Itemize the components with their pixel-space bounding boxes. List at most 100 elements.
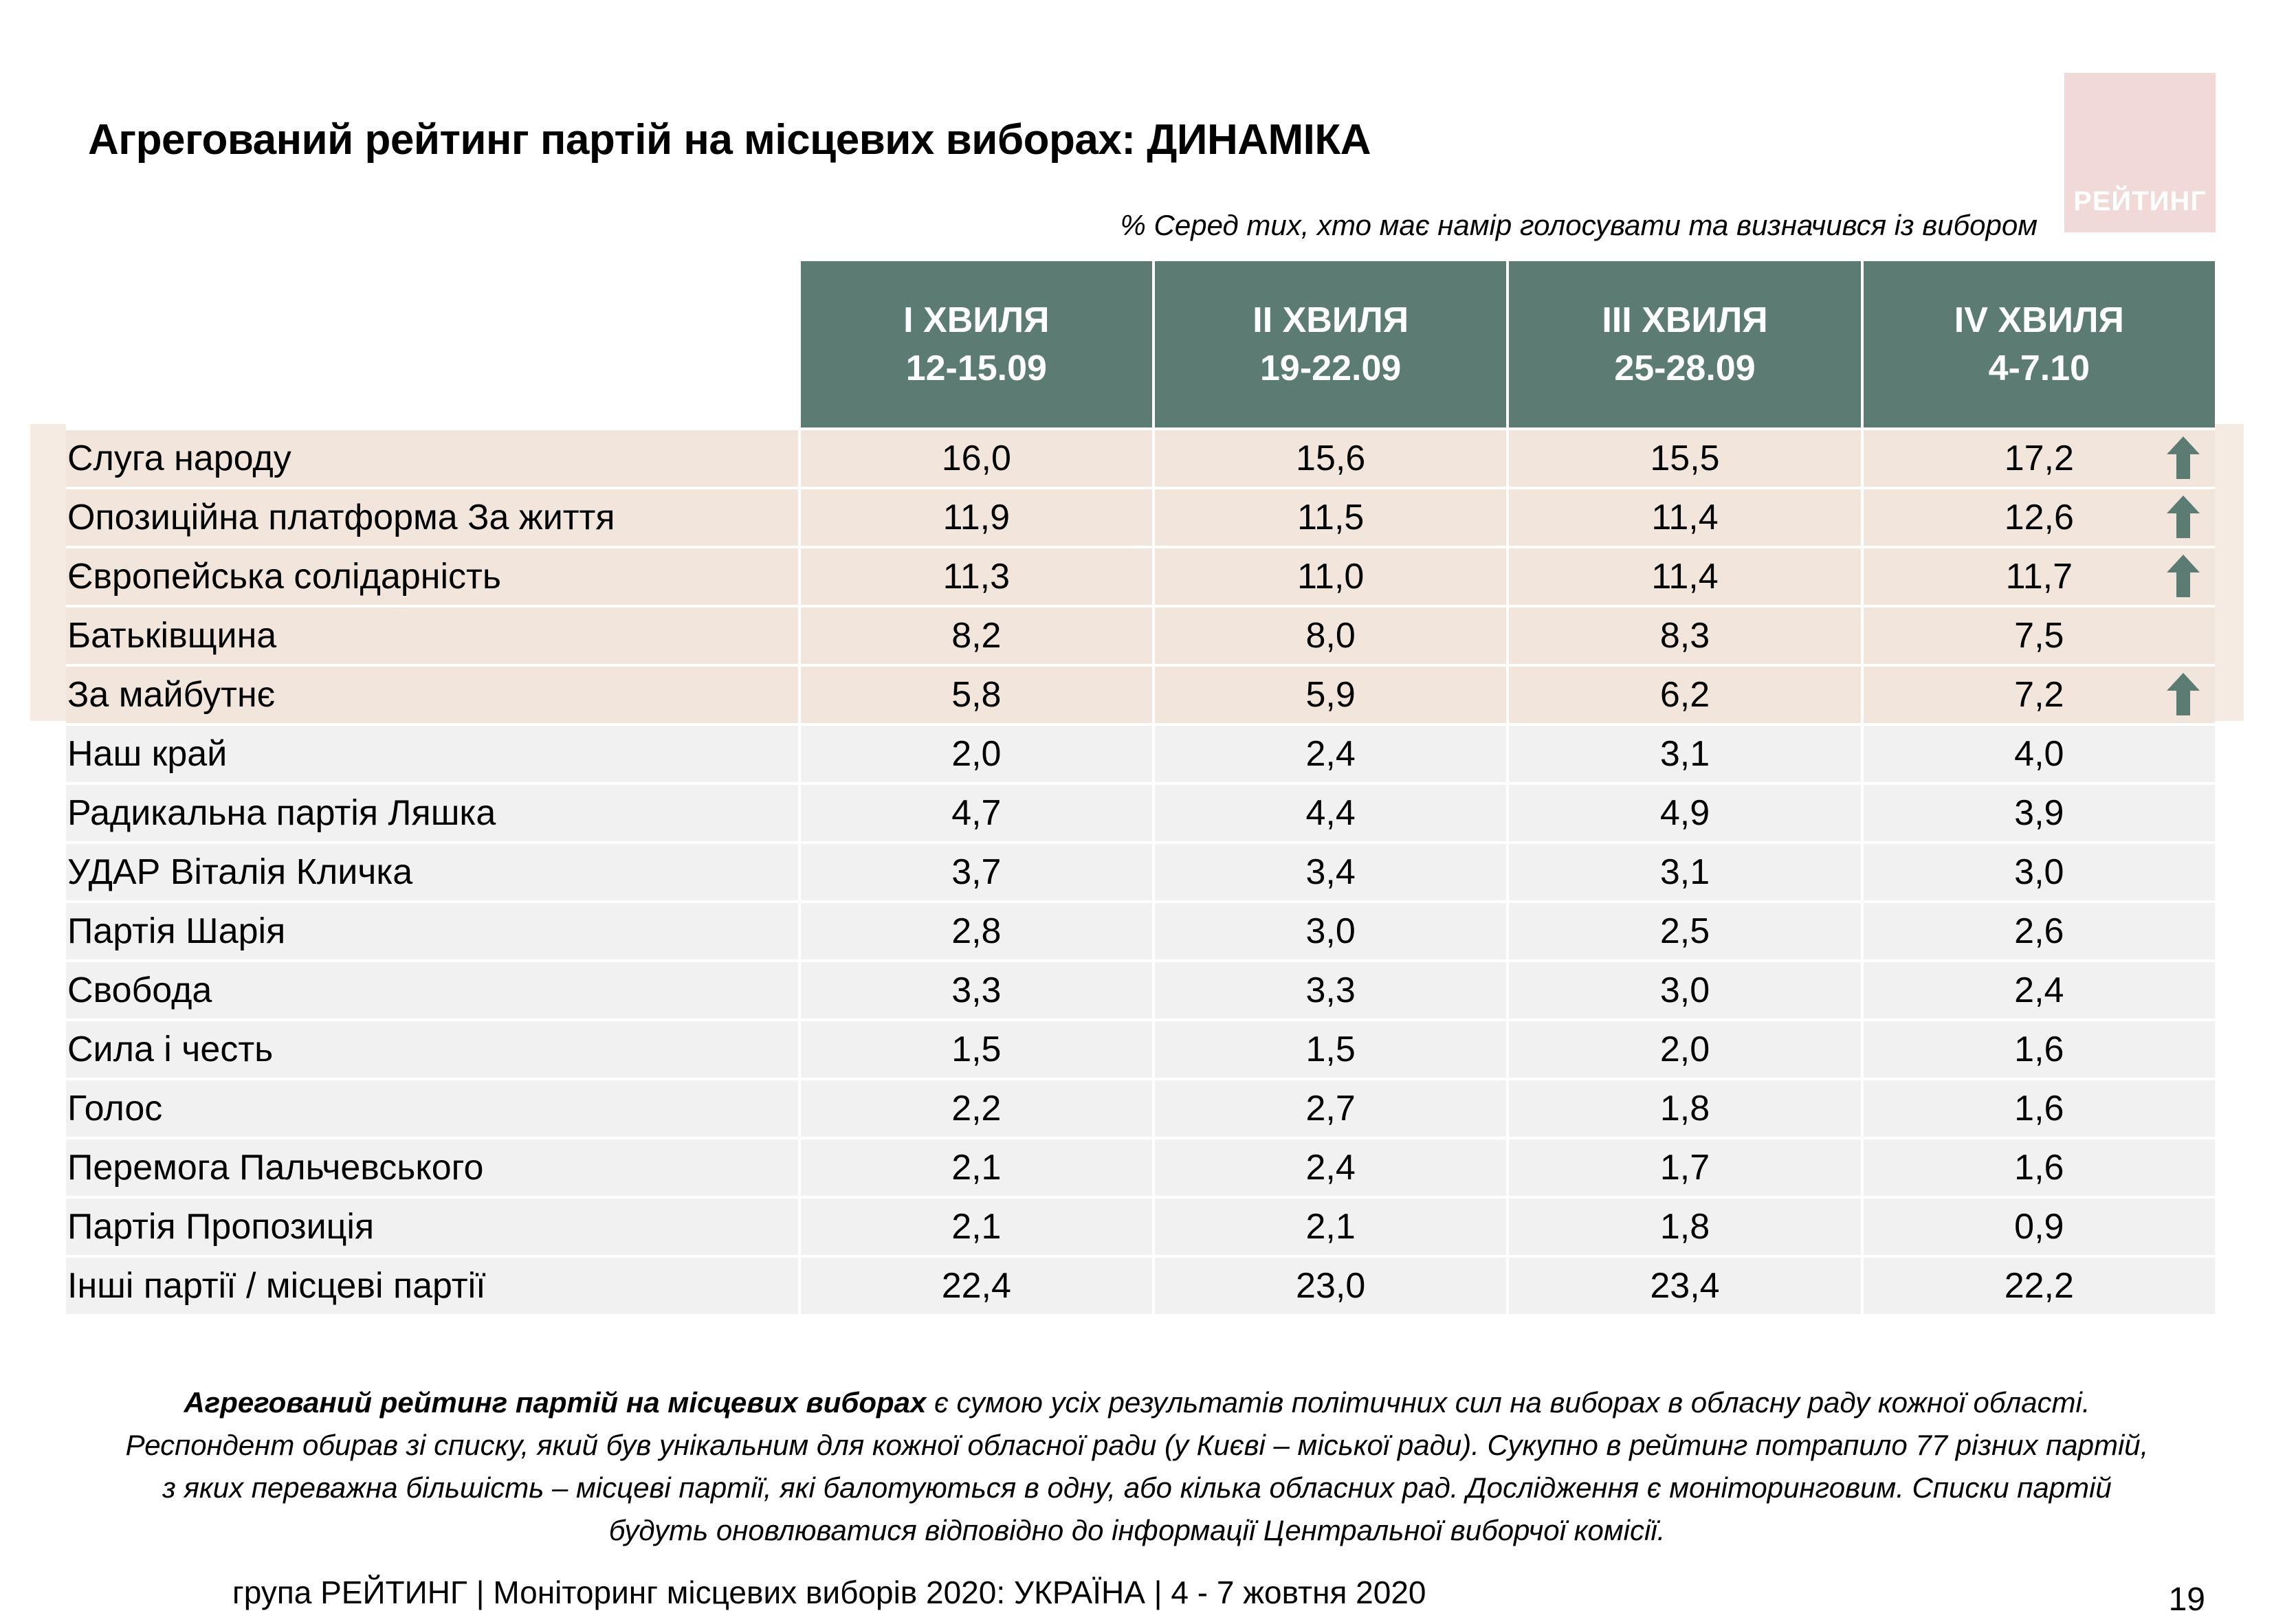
value-text: 3,9	[2014, 793, 2064, 833]
wave-2-value: 3,4	[1152, 841, 1507, 900]
party-name: Партія Шарія	[66, 900, 798, 959]
wave-2-value: 2,4	[1152, 1137, 1507, 1196]
table-row: Інші партії / місцеві партії 22,4 23,0 23,4…	[66, 1255, 2215, 1314]
wave-3-value: 3,0	[1506, 959, 1861, 1019]
value-text: 23,4	[1650, 1266, 1720, 1306]
wave-header-3: III ХВИЛЯ 25-28.09	[1506, 261, 1861, 427]
table-row: Партія Пропозиція 2,1 2,1 1,8 0,9	[66, 1196, 2215, 1255]
table-row: Опозиційна платформа За життя 11,9 11,5 11,…	[66, 487, 2215, 546]
value-text: 2,0	[1659, 1030, 1710, 1069]
wave-4-value: 4,0	[1860, 723, 2215, 782]
footer-text: група РЕЙТИНГ | Моніторинг місцевих вибо…	[232, 1575, 1426, 1610]
wave-2-value: 15,6	[1152, 427, 1507, 487]
wave-3-value: 11,4	[1506, 487, 1861, 546]
value-text: 11,4	[1651, 557, 1719, 597]
party-name: Слуга народу	[66, 427, 798, 487]
table-subtitle: % Серед тих, хто має намір голосувати та…	[1120, 209, 2038, 241]
value-text: 3,4	[1305, 852, 1356, 892]
party-name: Радикальна партія Ляшка	[66, 782, 798, 841]
value-text: 3,0	[1659, 970, 1710, 1010]
rating-logo: РЕЙТИНГ	[2064, 73, 2216, 232]
value-text: 11,4	[1651, 498, 1719, 537]
value-text: 3,0	[2014, 852, 2064, 892]
value-text: 2,7	[1305, 1089, 1356, 1128]
arrow-up-icon	[2167, 496, 2200, 538]
value-text: 11,0	[1296, 557, 1365, 597]
value-text: 4,9	[1659, 793, 1710, 833]
value-text: 23,0	[1296, 1266, 1366, 1306]
logo-text: РЕЙТИНГ	[2073, 186, 2207, 216]
wave-3-value: 1,7	[1506, 1137, 1861, 1196]
wave-1-value: 4,7	[797, 782, 1152, 841]
wave-3-value: 2,0	[1506, 1019, 1861, 1078]
value-text: 11,9	[942, 498, 1011, 537]
value-text: 11,5	[1296, 498, 1365, 537]
value-text: 3,1	[1659, 852, 1710, 892]
value-text: 2,1	[951, 1148, 1002, 1188]
wave-2-value: 5,9	[1152, 664, 1507, 723]
party-name: За майбутнє	[66, 664, 798, 723]
value-text: 2,4	[2014, 970, 2064, 1010]
wave-3-value: 3,1	[1506, 841, 1861, 900]
party-name: Партія Пропозиція	[66, 1196, 798, 1255]
table-row: Наш край 2,0 2,4 3,1 4,0	[66, 723, 2215, 782]
wave-2-value: 11,0	[1152, 546, 1507, 605]
table-row: Європейська солідарність 11,3 11,0 11,4 11,7	[66, 546, 2215, 605]
value-text: 11,7	[2005, 557, 2073, 597]
table-header-row: I ХВИЛЯ 12-15.09 II ХВИЛЯ 19-22.09 III ХВИ…	[66, 261, 2215, 427]
footnote-bold: Агрегований рейтинг партій на місцевих в…	[184, 1386, 927, 1419]
wave-3-value: 1,8	[1506, 1078, 1861, 1137]
value-text: 22,4	[941, 1266, 1011, 1306]
table-row: Партія Шарія 2,8 3,0 2,5 2,6	[66, 900, 2215, 959]
wave-header-4: IV ХВИЛЯ 4-7.10	[1860, 261, 2215, 427]
table-row: За майбутнє 5,8 5,9 6,2 7,2	[66, 664, 2215, 723]
value-text: 2,6	[2014, 911, 2064, 951]
value-text: 5,8	[951, 675, 1002, 715]
party-name: Батьківщина	[66, 605, 798, 664]
value-text: 7,2	[2014, 675, 2064, 715]
value-text: 15,6	[1296, 438, 1366, 478]
party-name: УДАР Віталія Кличка	[66, 841, 798, 900]
header-blank-cell	[66, 261, 798, 427]
party-name: Опозиційна платформа За життя	[66, 487, 798, 546]
value-text: 8,0	[1305, 616, 1356, 656]
table-row: Сила і честь 1,5 1,5 2,0 1,6	[66, 1019, 2215, 1078]
wave-2-value: 2,4	[1152, 723, 1507, 782]
wave-2-value: 11,5	[1152, 487, 1507, 546]
wave-4-value: 3,9	[1860, 782, 2215, 841]
value-text: 1,6	[2014, 1030, 2064, 1069]
wave-3-value: 1,8	[1506, 1196, 1861, 1255]
arrow-up-icon	[2167, 436, 2200, 479]
value-text: 1,5	[1305, 1030, 1356, 1069]
value-text: 4,4	[1305, 793, 1356, 833]
table-row: Слуга народу 16,0 15,6 15,5 17,2	[66, 427, 2215, 487]
value-text: 3,1	[1659, 734, 1710, 774]
value-text: 4,0	[2014, 734, 2064, 774]
rating-table: I ХВИЛЯ 12-15.09 II ХВИЛЯ 19-22.09 III ХВИ…	[66, 261, 2215, 1314]
wave-2-value: 1,5	[1152, 1019, 1507, 1078]
wave-4-value: 1,6	[1860, 1078, 2215, 1137]
wave-header-2: II ХВИЛЯ 19-22.09	[1152, 261, 1507, 427]
wave-header-1: I ХВИЛЯ 12-15.09	[797, 261, 1152, 427]
wave-1-value: 11,9	[797, 487, 1152, 546]
wave-1-value: 3,7	[797, 841, 1152, 900]
value-text: 22,2	[2004, 1266, 2074, 1306]
value-text: 1,6	[2014, 1089, 2064, 1128]
value-text: 15,5	[1650, 438, 1720, 478]
table-row: УДАР Віталія Кличка 3,7 3,4 3,1 3,0	[66, 841, 2215, 900]
wave-1-value: 22,4	[797, 1255, 1152, 1314]
wave-1-value: 16,0	[797, 427, 1152, 487]
party-name: Європейська солідарність	[66, 546, 798, 605]
wave-4-value: 22,2	[1860, 1255, 2215, 1314]
value-text: 2,2	[951, 1089, 1002, 1128]
value-text: 1,6	[2014, 1148, 2064, 1188]
table-row: Голос 2,2 2,7 1,8 1,6	[66, 1078, 2215, 1137]
value-text: 1,5	[951, 1030, 1002, 1069]
wave-2-value: 2,7	[1152, 1078, 1507, 1137]
wave-3-value: 4,9	[1506, 782, 1861, 841]
table-row: Батьківщина 8,2 8,0 8,3 7,5	[66, 605, 2215, 664]
wave-2-value: 3,3	[1152, 959, 1507, 1019]
wave-4-value: 2,4	[1860, 959, 2215, 1019]
value-text: 2,4	[1305, 1148, 1356, 1188]
table-row: Перемога Пальчевського 2,1 2,4 1,7 1,6	[66, 1137, 2215, 1196]
